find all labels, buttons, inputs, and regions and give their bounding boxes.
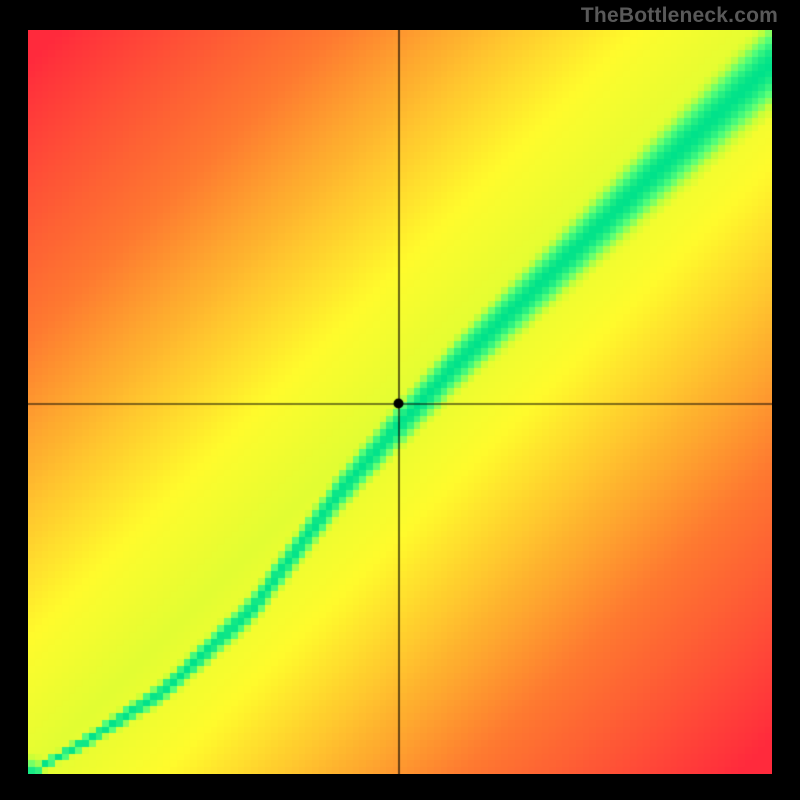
chart-frame: TheBottleneck.com bbox=[0, 0, 800, 800]
bottleneck-heatmap bbox=[28, 30, 772, 774]
watermark-text: TheBottleneck.com bbox=[581, 4, 778, 28]
